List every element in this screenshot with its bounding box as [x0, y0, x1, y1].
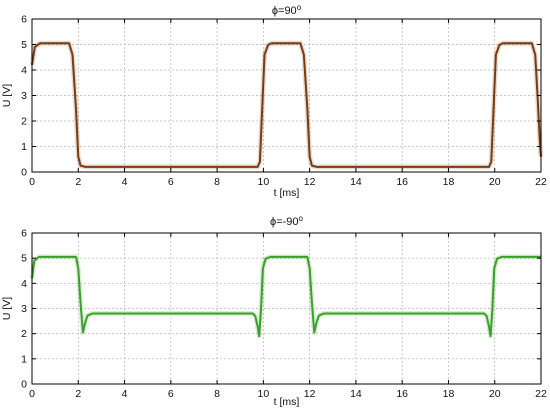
y-axis-label: U [V]: [1, 297, 13, 320]
x-tick-label: 14: [350, 388, 362, 400]
x-tick-label: 6: [168, 388, 174, 400]
x-axis-label: t [ms]: [274, 396, 300, 408]
x-tick-label: 18: [443, 176, 455, 188]
x-tick-label: 22: [535, 388, 547, 400]
x-tick-label: 22: [535, 176, 547, 188]
y-axis-label: U [V]: [1, 84, 13, 107]
y-tick-label: 5: [21, 253, 27, 265]
x-tick-label: 6: [168, 176, 174, 188]
chart-title: ϕ=-90o: [270, 214, 303, 228]
x-tick-label: 0: [29, 176, 35, 188]
y-tick-label: 1: [21, 353, 27, 365]
y-tick-label: 3: [21, 303, 27, 315]
y-tick-label: 5: [21, 39, 27, 51]
x-tick-label: 2: [75, 176, 81, 188]
x-tick-label: 10: [258, 176, 270, 188]
y-tick-label: 0: [21, 167, 27, 179]
y-tick-label: 2: [21, 116, 27, 128]
y-tick-label: 2: [21, 328, 27, 340]
y-tick-label: 6: [21, 228, 27, 240]
x-axis-label: t [ms]: [274, 187, 300, 199]
x-tick-label: 12: [304, 176, 316, 188]
y-tick-label: 6: [21, 14, 27, 26]
x-tick-label: 8: [214, 388, 220, 400]
y-tick-label: 3: [21, 90, 27, 102]
x-tick-label: 16: [396, 388, 408, 400]
y-tick-label: 4: [21, 65, 27, 77]
x-tick-label: 14: [350, 176, 362, 188]
x-tick-label: 4: [122, 388, 128, 400]
x-tick-label: 8: [214, 176, 220, 188]
x-tick-label: 2: [75, 388, 81, 400]
x-tick-label: 20: [489, 388, 501, 400]
series-line: [31, 42, 542, 168]
x-tick-label: 18: [443, 388, 455, 400]
x-tick-label: 4: [122, 176, 128, 188]
y-tick-label: 0: [21, 379, 27, 391]
y-tick-label: 4: [21, 278, 27, 290]
x-tick-label: 10: [258, 388, 270, 400]
y-tick-label: 1: [21, 141, 27, 153]
x-tick-label: 20: [489, 176, 501, 188]
x-tick-label: 12: [304, 388, 316, 400]
series-line: [31, 255, 541, 338]
x-tick-label: 0: [29, 388, 35, 400]
chart-title: ϕ=90o: [272, 3, 302, 17]
x-tick-label: 16: [396, 176, 408, 188]
